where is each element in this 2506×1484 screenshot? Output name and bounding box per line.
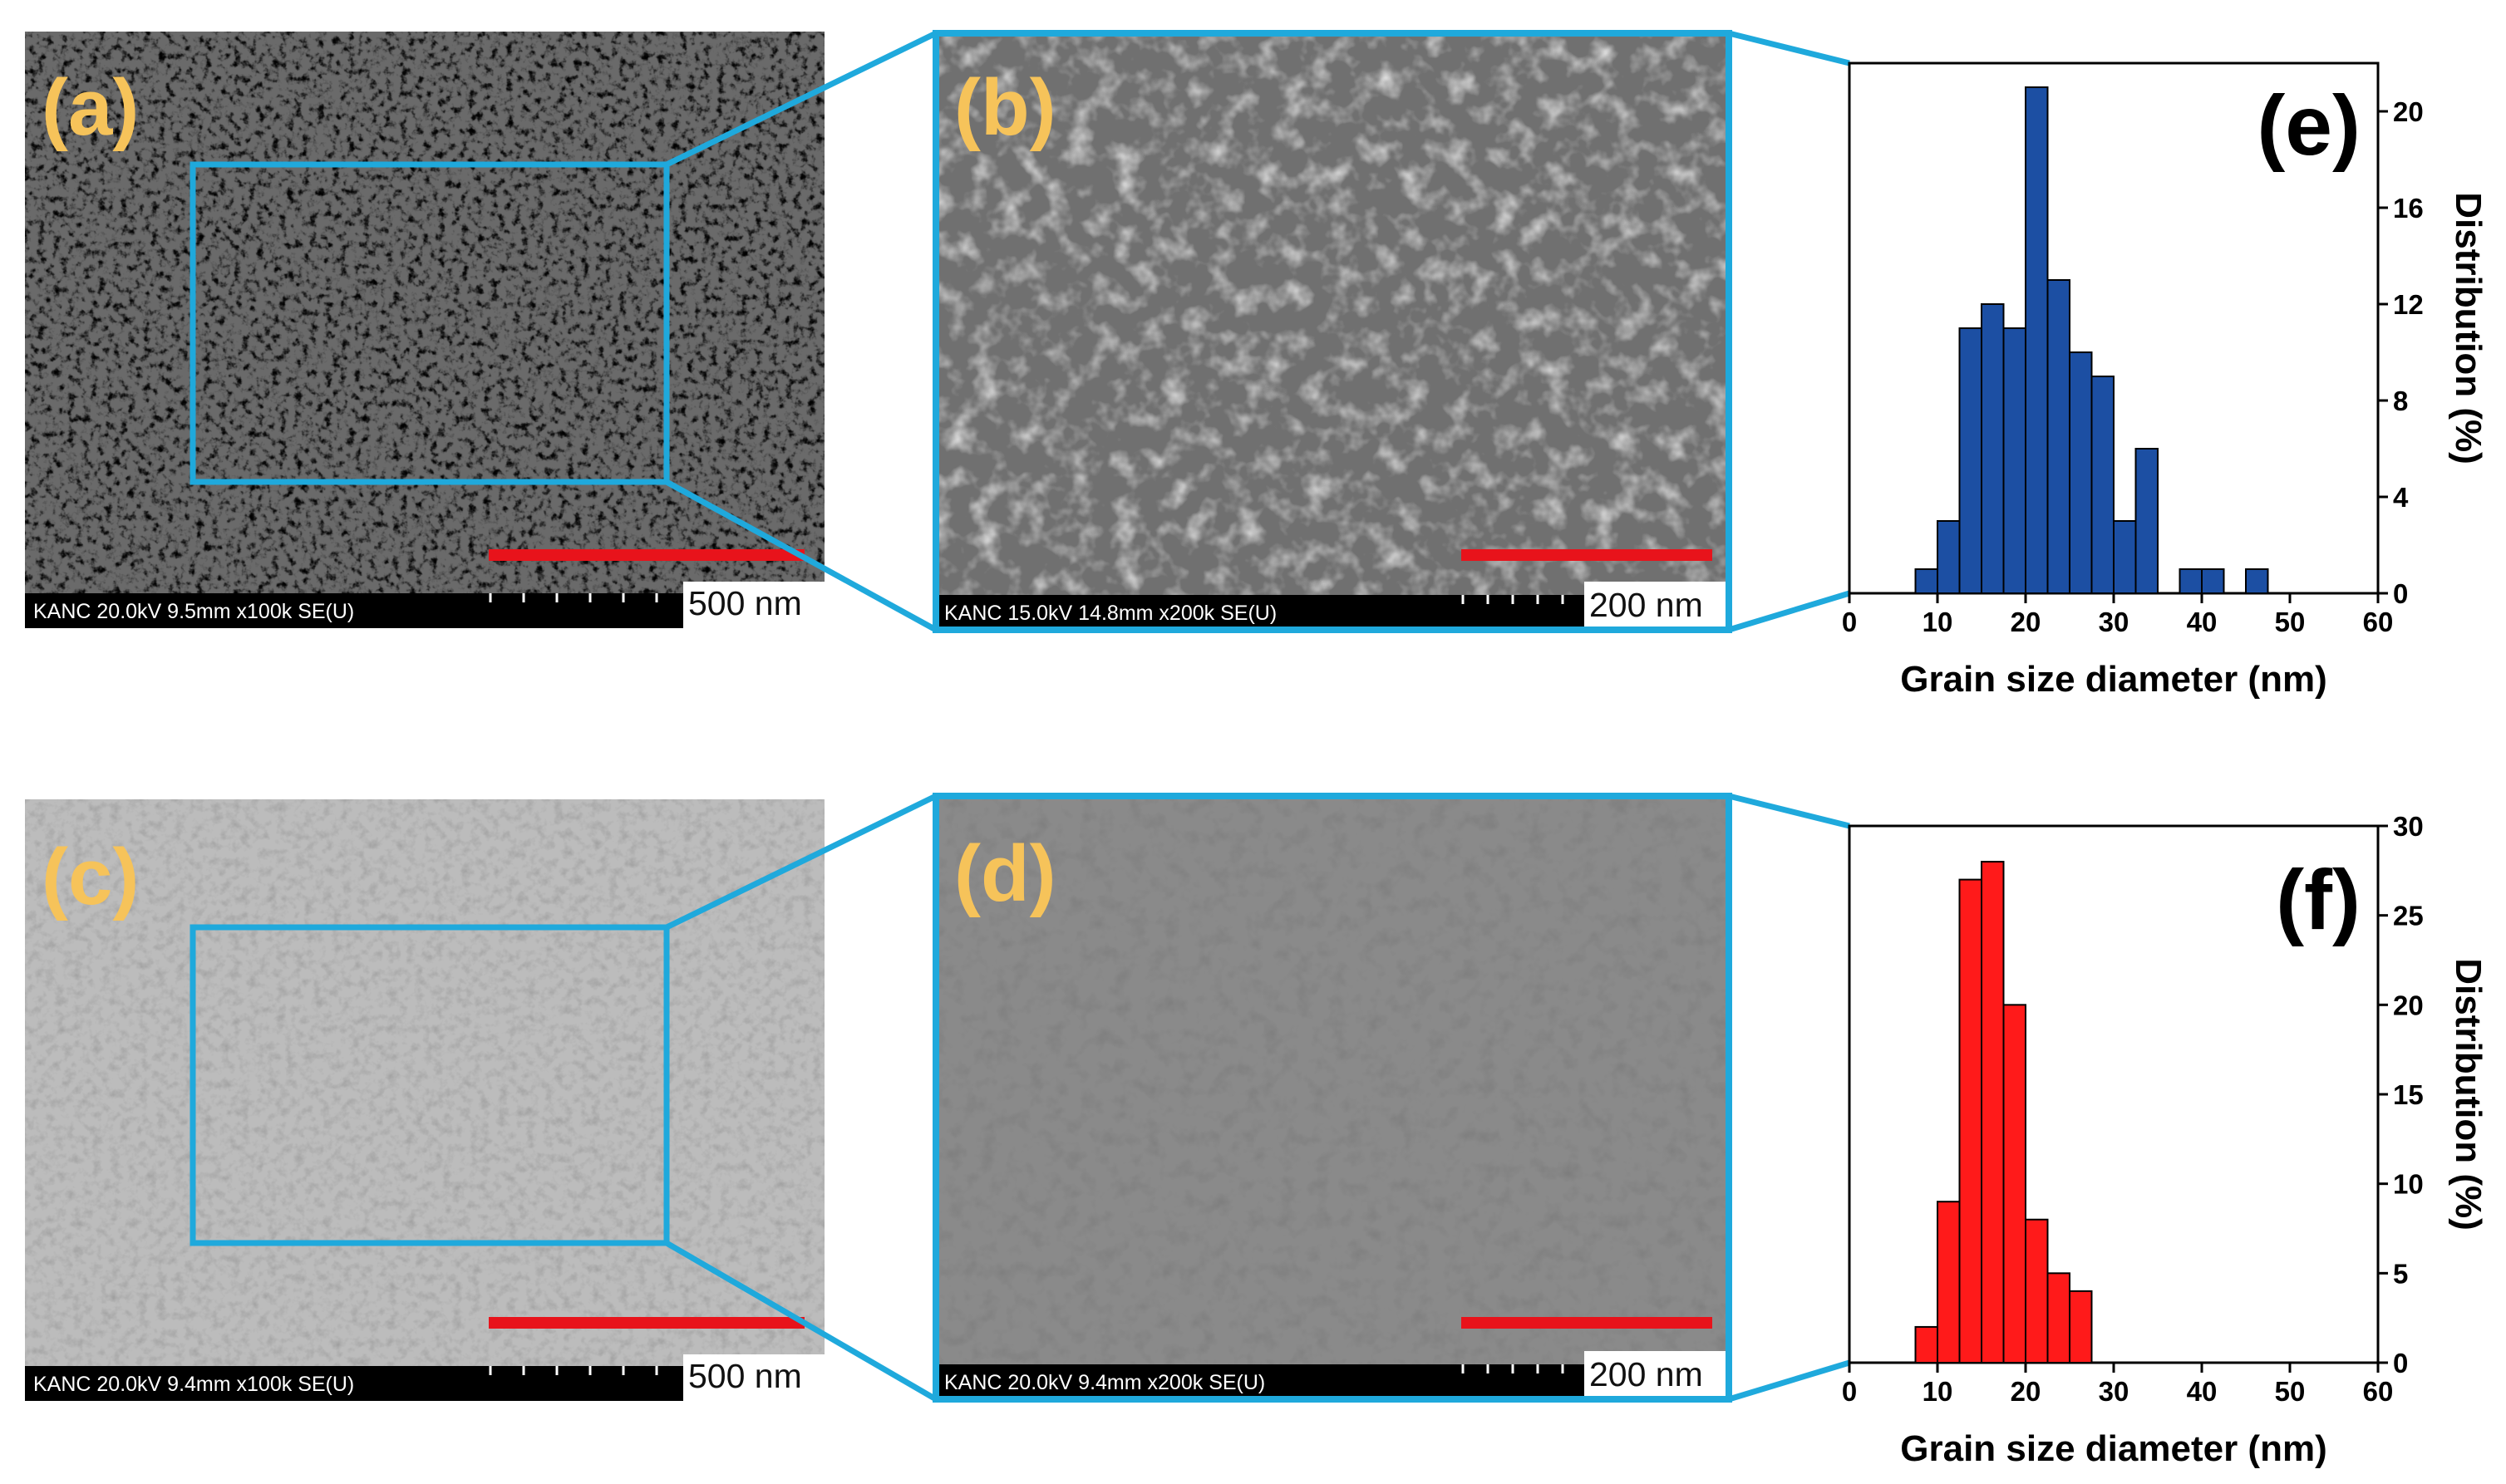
scale-label-c: 500 nm — [688, 1357, 802, 1395]
bar-e-12 — [2179, 568, 2203, 594]
scale-ticks-b — [1461, 595, 1564, 604]
y-tick-label-e-5: 20 — [2393, 96, 2424, 127]
info-bar-a — [25, 593, 683, 628]
sem-info-c: KANC 20.0kV 9.4mm x100k SE(U) — [33, 1373, 354, 1396]
info-bar-b — [936, 595, 1584, 630]
y-tick-label-e-2: 8 — [2393, 386, 2408, 416]
x-tick-label-e-5: 50 — [2275, 607, 2306, 637]
y-tick-label-f-2: 10 — [2393, 1169, 2424, 1200]
bar-f-2 — [1958, 878, 1982, 1364]
panel-label-e: (e) — [2257, 78, 2361, 173]
bar-e-9 — [2113, 520, 2137, 594]
x-tick-label-f-3: 30 — [2099, 1376, 2129, 1407]
bar-f-0 — [1914, 1325, 1938, 1364]
sem-info-a: KANC 20.0kV 9.5mm x100k SE(U) — [33, 600, 354, 623]
bar-e-0 — [1914, 568, 1938, 594]
y-tick-label-f-1: 5 — [2393, 1258, 2408, 1289]
scale-label-bg-a — [683, 582, 825, 628]
y-tick-label-f-3: 15 — [2393, 1079, 2424, 1110]
scale-ticks-c — [489, 1366, 658, 1375]
bar-e-2 — [1958, 327, 1982, 594]
bar-f-1 — [1937, 1201, 1961, 1364]
x-tick-label-e-3: 30 — [2099, 607, 2129, 637]
y-tick-label-e-3: 12 — [2393, 289, 2424, 320]
x-axis-title-f: Grain size diameter (nm) — [1900, 1428, 2326, 1469]
bar-e-6 — [2046, 279, 2070, 594]
sem-image-b: KANC 15.0kV 14.8mm x200k SE(U) 200 nm (b… — [936, 33, 1729, 630]
y-tick-label-f-6: 30 — [2393, 811, 2424, 842]
x-tick-label-e-0: 0 — [1842, 607, 1857, 637]
scale-label-a: 500 nm — [688, 584, 802, 622]
y-tick-label-f-0: 0 — [2393, 1348, 2408, 1378]
panel-label-b: (b) — [954, 63, 1056, 152]
sem-image-c: KANC 20.0kV 9.4mm x100k SE(U) 500 nm (c) — [25, 799, 825, 1401]
scale-label-bg-d — [1584, 1351, 1729, 1399]
bar-e-4 — [2002, 327, 2026, 594]
bar-f-6 — [2046, 1272, 2070, 1364]
y-tick-label-f-4: 20 — [2393, 990, 2424, 1020]
x-tick-label-f-1: 10 — [1923, 1376, 1953, 1407]
x-tick-label-e-4: 40 — [2187, 607, 2218, 637]
bars-f — [1914, 861, 2093, 1364]
sem-info-d: KANC 20.0kV 9.4mm x200k SE(U) — [944, 1371, 1265, 1394]
roi-box-a — [190, 161, 670, 485]
x-tick-label-e-6: 60 — [2363, 607, 2394, 637]
y-tick-label-e-4: 16 — [2393, 193, 2424, 224]
scale-label-bg-c — [683, 1354, 825, 1401]
y-tick-label-e-1: 4 — [2393, 482, 2409, 513]
zoom-frame-d — [933, 793, 1732, 1403]
zoom-frame-b — [933, 30, 1732, 633]
bar-e-8 — [2090, 376, 2115, 594]
x-tick-label-f-2: 20 — [2011, 1376, 2041, 1407]
sem-image-a: KANC 20.0kV 9.5mm x100k SE(U) 500 nm (a) — [25, 32, 825, 628]
y-tick-label-f-5: 25 — [2393, 901, 2424, 931]
bar-e-1 — [1937, 520, 1961, 594]
info-bar-d — [936, 1364, 1584, 1399]
bar-e-7 — [2069, 351, 2093, 594]
bar-e-10 — [2134, 448, 2159, 594]
panel-label-d: (d) — [954, 829, 1056, 918]
bar-f-3 — [1981, 861, 2005, 1364]
sem-image-d: KANC 20.0kV 9.4mm x200k SE(U) 200 nm (d) — [936, 796, 1729, 1399]
scale-label-bg-b — [1584, 582, 1729, 630]
scale-label-b: 200 nm — [1589, 586, 1703, 624]
x-tick-label-f-4: 40 — [2187, 1376, 2218, 1407]
bar-f-4 — [2002, 1004, 2026, 1364]
scale-ticks-d — [1461, 1364, 1564, 1373]
x-tick-label-e-1: 10 — [1923, 607, 1953, 637]
y-tick-label-e-0: 0 — [2393, 578, 2408, 609]
x-tick-label-e-2: 20 — [2011, 607, 2041, 637]
x-tick-label-f-0: 0 — [1842, 1376, 1857, 1407]
x-axis-title-e: Grain size diameter (nm) — [1900, 659, 2326, 700]
bar-e-15 — [2245, 568, 2269, 594]
zoom-connectors-cd — [665, 793, 1851, 1403]
y-axis-title-e: Distribution (%) — [2448, 192, 2489, 464]
panel-label-f: (f) — [2276, 853, 2361, 947]
bar-f-7 — [2069, 1290, 2093, 1364]
sem-info-b: KANC 15.0kV 14.8mm x200k SE(U) — [944, 602, 1277, 625]
zoom-connectors-ab — [665, 30, 1851, 633]
bar-f-5 — [2025, 1218, 2049, 1364]
info-bar-c — [25, 1366, 683, 1401]
scale-ticks-a — [489, 593, 658, 602]
y-axis-title-f: Distribution (%) — [2448, 958, 2489, 1231]
bars-e — [1914, 86, 2269, 594]
panel-label-c: (c) — [42, 833, 139, 921]
x-tick-label-f-6: 60 — [2363, 1376, 2394, 1407]
bar-e-13 — [2201, 568, 2225, 594]
scale-label-d: 200 nm — [1589, 1355, 1703, 1393]
x-tick-label-f-5: 50 — [2275, 1376, 2306, 1407]
panel-label-a: (a) — [42, 63, 139, 152]
roi-box-c — [190, 924, 670, 1246]
bar-e-3 — [1981, 303, 2005, 594]
bar-e-5 — [2025, 86, 2049, 594]
